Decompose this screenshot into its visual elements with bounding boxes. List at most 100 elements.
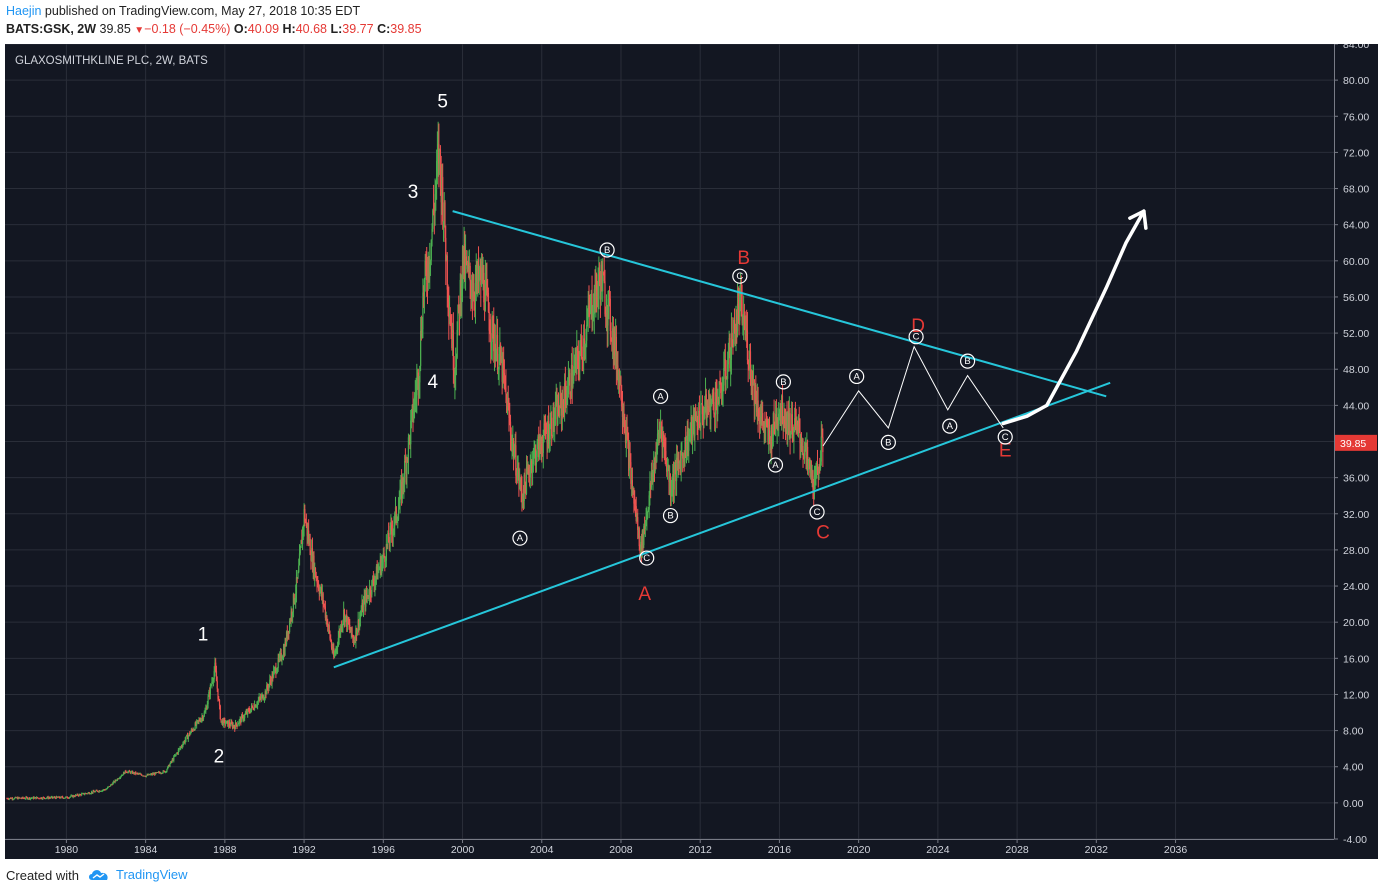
- candle-body: [49, 797, 51, 799]
- candle-body: [691, 421, 694, 438]
- candle-body: [351, 627, 353, 636]
- high-value: 40.68: [295, 22, 327, 36]
- candle-body: [336, 647, 338, 648]
- candle-body: [762, 421, 765, 430]
- candle-body: [768, 430, 770, 442]
- candle-body: [440, 169, 442, 203]
- candle-body: [805, 443, 807, 456]
- candle-body: [601, 264, 603, 292]
- price-tick-label: 80.00: [1343, 75, 1369, 87]
- candle-body: [161, 773, 163, 774]
- candle-body: [657, 432, 659, 434]
- candle-body: [694, 411, 696, 436]
- candle-body: [452, 330, 454, 349]
- candle-body: [334, 652, 336, 654]
- candle-body: [782, 423, 784, 426]
- candle-body: [716, 396, 718, 415]
- candle-body: [147, 774, 149, 776]
- candle-body: [459, 279, 461, 316]
- candle-body: [348, 623, 350, 626]
- candle-body: [583, 338, 586, 351]
- candle-body: [650, 482, 652, 488]
- price-axis[interactable]: 84.00 80.00 76.00 72.00 68.00 64.00 60.00 56.00…: [1334, 44, 1377, 846]
- candle-body: [135, 773, 138, 774]
- candle-body: [519, 482, 521, 484]
- candle-body: [141, 774, 143, 776]
- candle-body: [278, 657, 280, 659]
- wave-label-5: 5: [437, 92, 448, 113]
- candle-body: [121, 774, 123, 776]
- candle-body: [87, 792, 90, 794]
- price-tick-label: 52.00: [1343, 328, 1369, 340]
- candle-body: [173, 755, 176, 757]
- candle-body: [714, 413, 716, 416]
- candle-body: [691, 416, 693, 438]
- circle-label-C: C: [1002, 432, 1009, 443]
- candle-body: [684, 437, 686, 462]
- price-tick-label: 4.00: [1343, 762, 1364, 774]
- candle-body: [647, 511, 649, 513]
- candle-body: [685, 448, 688, 457]
- candle-body: [47, 796, 49, 799]
- circle-label-ring: [809, 504, 825, 520]
- candle-body: [362, 600, 365, 612]
- candle-body: [228, 722, 231, 726]
- candle-body: [195, 723, 197, 726]
- candle-body: [727, 355, 729, 365]
- candle-body: [752, 370, 754, 385]
- circle-label-ring: [997, 429, 1013, 445]
- candle-body: [313, 555, 315, 578]
- author-link[interactable]: Haejin: [6, 4, 42, 18]
- candle-body: [275, 667, 277, 674]
- candle-body: [720, 393, 723, 401]
- candle-body: [372, 578, 374, 581]
- candle-body: [633, 488, 635, 504]
- candle-body: [679, 461, 681, 473]
- circle-label-ring: [599, 242, 615, 258]
- candle-body: [675, 464, 677, 482]
- candle-body: [677, 459, 679, 464]
- candle-body: [723, 359, 726, 369]
- wave-label-1: 1: [198, 625, 209, 646]
- candle-body: [605, 312, 608, 317]
- candle-body: [112, 782, 114, 785]
- candle-body: [717, 399, 719, 415]
- candle-body: [592, 318, 594, 320]
- candle-body: [408, 436, 410, 438]
- candle-body: [589, 299, 592, 313]
- candle-body: [212, 681, 214, 683]
- candle-body: [749, 351, 752, 375]
- candle-body: [559, 393, 561, 416]
- candle-body: [298, 553, 301, 566]
- candle-body: [149, 774, 151, 776]
- candle-body: [226, 720, 228, 722]
- candle-body: [10, 798, 13, 799]
- candle-body: [695, 419, 697, 421]
- candle-body: [658, 432, 660, 435]
- candle-body: [331, 647, 333, 652]
- forecast-arrowhead: [1128, 209, 1148, 230]
- candle-body: [529, 468, 531, 478]
- candle-body: [174, 754, 176, 756]
- tradingview-link[interactable]: TradingView: [88, 867, 188, 882]
- candle-body: [138, 773, 141, 775]
- candle-body: [368, 587, 371, 598]
- candle-body: [620, 376, 622, 399]
- candle-body: [681, 454, 683, 456]
- candle-body: [245, 711, 247, 714]
- candle-body: [324, 604, 326, 607]
- time-axis[interactable]: 1980 1984 1988 1992 1996 2000 2004 2008 2012 2016…: [55, 839, 1188, 856]
- candle-body: [257, 700, 259, 702]
- candle-body: [132, 771, 134, 774]
- candle-body: [55, 797, 57, 799]
- candle-body: [567, 379, 570, 395]
- candle-body: [207, 696, 209, 705]
- candle-body: [512, 441, 515, 458]
- candle-body: [13, 798, 15, 800]
- candle-body: [225, 721, 227, 724]
- candle-body: [424, 260, 426, 280]
- candle-body: [651, 472, 653, 480]
- candle-body: [416, 372, 419, 382]
